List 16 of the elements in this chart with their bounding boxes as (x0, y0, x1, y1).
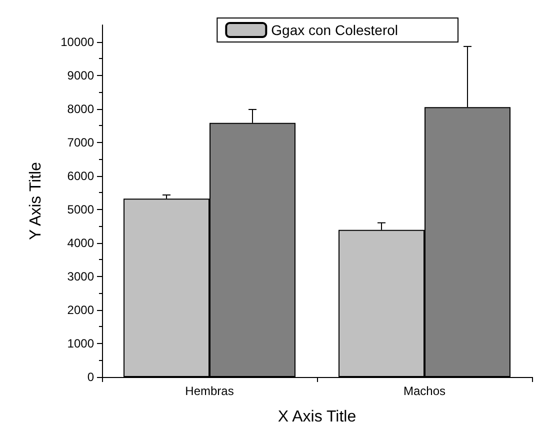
x-tick-label: Machos (403, 384, 446, 398)
legend-label: Ggax con Colesterol (271, 22, 398, 38)
y-tick-label: 10000 (60, 34, 94, 49)
y-tick-label: 2000 (67, 302, 94, 317)
y-tick-label: 4000 (67, 236, 94, 250)
y-tick-label: 0 (87, 370, 94, 384)
x-axis-title: X Axis Title (278, 408, 356, 426)
y-tick-label: 9000 (67, 68, 94, 82)
y-tick-label: 5000 (67, 202, 94, 216)
y-axis-title: Y Axis Title (28, 162, 44, 240)
y-tick-label: 3000 (67, 269, 94, 284)
y-tick-label: 6000 (67, 168, 94, 183)
y-tick-label: 8000 (67, 102, 94, 116)
y-tick-label: 7000 (67, 135, 94, 150)
x-tick-label: Hembras (185, 384, 234, 398)
y-tick-label: 1000 (67, 336, 94, 350)
